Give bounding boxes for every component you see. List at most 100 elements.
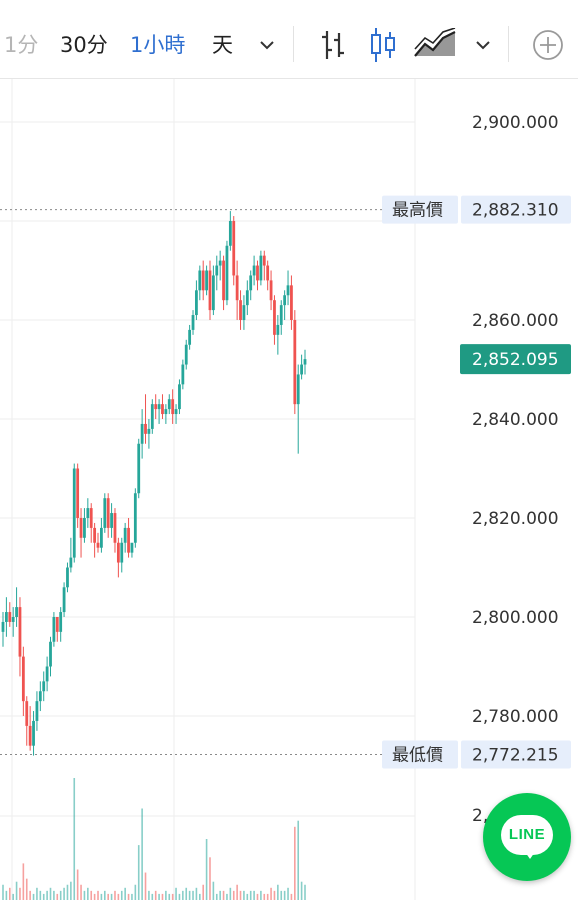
volume-bar [175, 887, 177, 900]
candle [72, 463, 76, 563]
candle-body [184, 344, 188, 365]
line-share-button[interactable]: LINE [483, 793, 571, 881]
candle-body [147, 428, 151, 434]
candle [174, 404, 178, 424]
candle [218, 250, 222, 281]
interval-30m-tab[interactable]: 30分 [60, 33, 108, 57]
candle-body [215, 265, 219, 276]
candle-body [262, 255, 266, 266]
volume-bar [134, 884, 137, 900]
candle [188, 324, 192, 350]
candle-body [89, 508, 93, 528]
volume-bar [5, 890, 8, 900]
candle-body [66, 567, 69, 588]
candle [110, 503, 113, 538]
volume-bar [32, 893, 35, 900]
candle-body [21, 656, 25, 702]
candle [123, 522, 127, 553]
volume-bar [215, 893, 218, 900]
volume-bar [192, 890, 194, 900]
interval-day-tab[interactable]: 天 [212, 33, 233, 57]
candle [171, 389, 175, 424]
candle-body [154, 404, 158, 410]
candle-body [86, 508, 90, 518]
volume-bar [22, 863, 25, 900]
candle-body [161, 404, 164, 415]
volume-bar [151, 893, 154, 900]
chevron-down-icon[interactable] [473, 35, 493, 55]
candle [167, 394, 171, 415]
price-tick-label: 2,840.000 [472, 410, 559, 430]
candle [293, 310, 297, 415]
candle-body [100, 527, 103, 548]
volume-bar [199, 893, 201, 900]
volume-bar [66, 884, 69, 900]
ohlc-bars-icon[interactable] [318, 28, 348, 62]
candle [157, 399, 161, 424]
candle [195, 280, 198, 320]
interval-1m-tab[interactable]: 1分 [4, 33, 39, 57]
candle [300, 354, 304, 380]
volume-bar [2, 884, 4, 900]
candle [245, 280, 249, 316]
candle [69, 537, 73, 573]
interval-1h-tab[interactable]: 1小時 [130, 33, 186, 57]
candle-body [296, 374, 300, 405]
line-logo-icon [501, 815, 553, 855]
candle [290, 275, 293, 330]
volume-bar [188, 890, 191, 900]
volume-bar [36, 887, 38, 900]
candle-body [150, 404, 154, 429]
current-price-value: 2,852.095 [472, 350, 559, 370]
candle-body [18, 607, 22, 657]
candle-body [69, 557, 73, 568]
candle-body [303, 359, 307, 365]
plus-circle-icon[interactable] [531, 28, 565, 62]
candle-body [293, 320, 297, 405]
candle-body [76, 468, 80, 518]
mountain-chart-icon[interactable] [413, 28, 457, 60]
candle [256, 260, 259, 291]
candle-body [137, 443, 141, 494]
candle [191, 310, 195, 335]
candle [18, 597, 22, 677]
candle-body [242, 305, 246, 320]
volume-bar [59, 890, 62, 900]
candle [242, 295, 246, 330]
chevron-down-icon[interactable] [257, 35, 277, 55]
candle-body [266, 265, 270, 281]
candle-body [113, 513, 117, 543]
candle-body [4, 612, 8, 622]
price-tick-label: 2,800.000 [472, 608, 559, 628]
volume-bar [229, 887, 232, 900]
candle-body [283, 295, 287, 306]
line-logo-tail [523, 849, 537, 859]
candle [93, 522, 97, 558]
volume-bar [46, 890, 48, 900]
chart-grid [0, 79, 416, 900]
price-chart[interactable]: 2,900.000 2,860.000 2,840.000 2,820.000 2,80… [0, 79, 578, 900]
candle-body [157, 404, 161, 410]
volume-bar [8, 887, 11, 900]
candle [164, 404, 168, 424]
candlestick-icon[interactable] [367, 26, 399, 64]
candle [127, 518, 130, 558]
candle [45, 656, 49, 692]
line-button-label: LINE [508, 826, 546, 843]
candle [89, 503, 93, 543]
volume-bar [141, 808, 143, 900]
candle-body [62, 587, 66, 613]
volume-bar [185, 887, 188, 900]
candle [249, 270, 253, 301]
candle [59, 607, 63, 642]
candle [96, 532, 100, 553]
candle-body [290, 285, 293, 320]
candle-body [52, 617, 56, 642]
candle [215, 255, 219, 291]
candle-body [49, 641, 52, 667]
candle-body [38, 691, 42, 702]
candle [35, 691, 39, 731]
candle [205, 265, 208, 296]
candle [38, 681, 42, 712]
candle-body [239, 300, 242, 320]
